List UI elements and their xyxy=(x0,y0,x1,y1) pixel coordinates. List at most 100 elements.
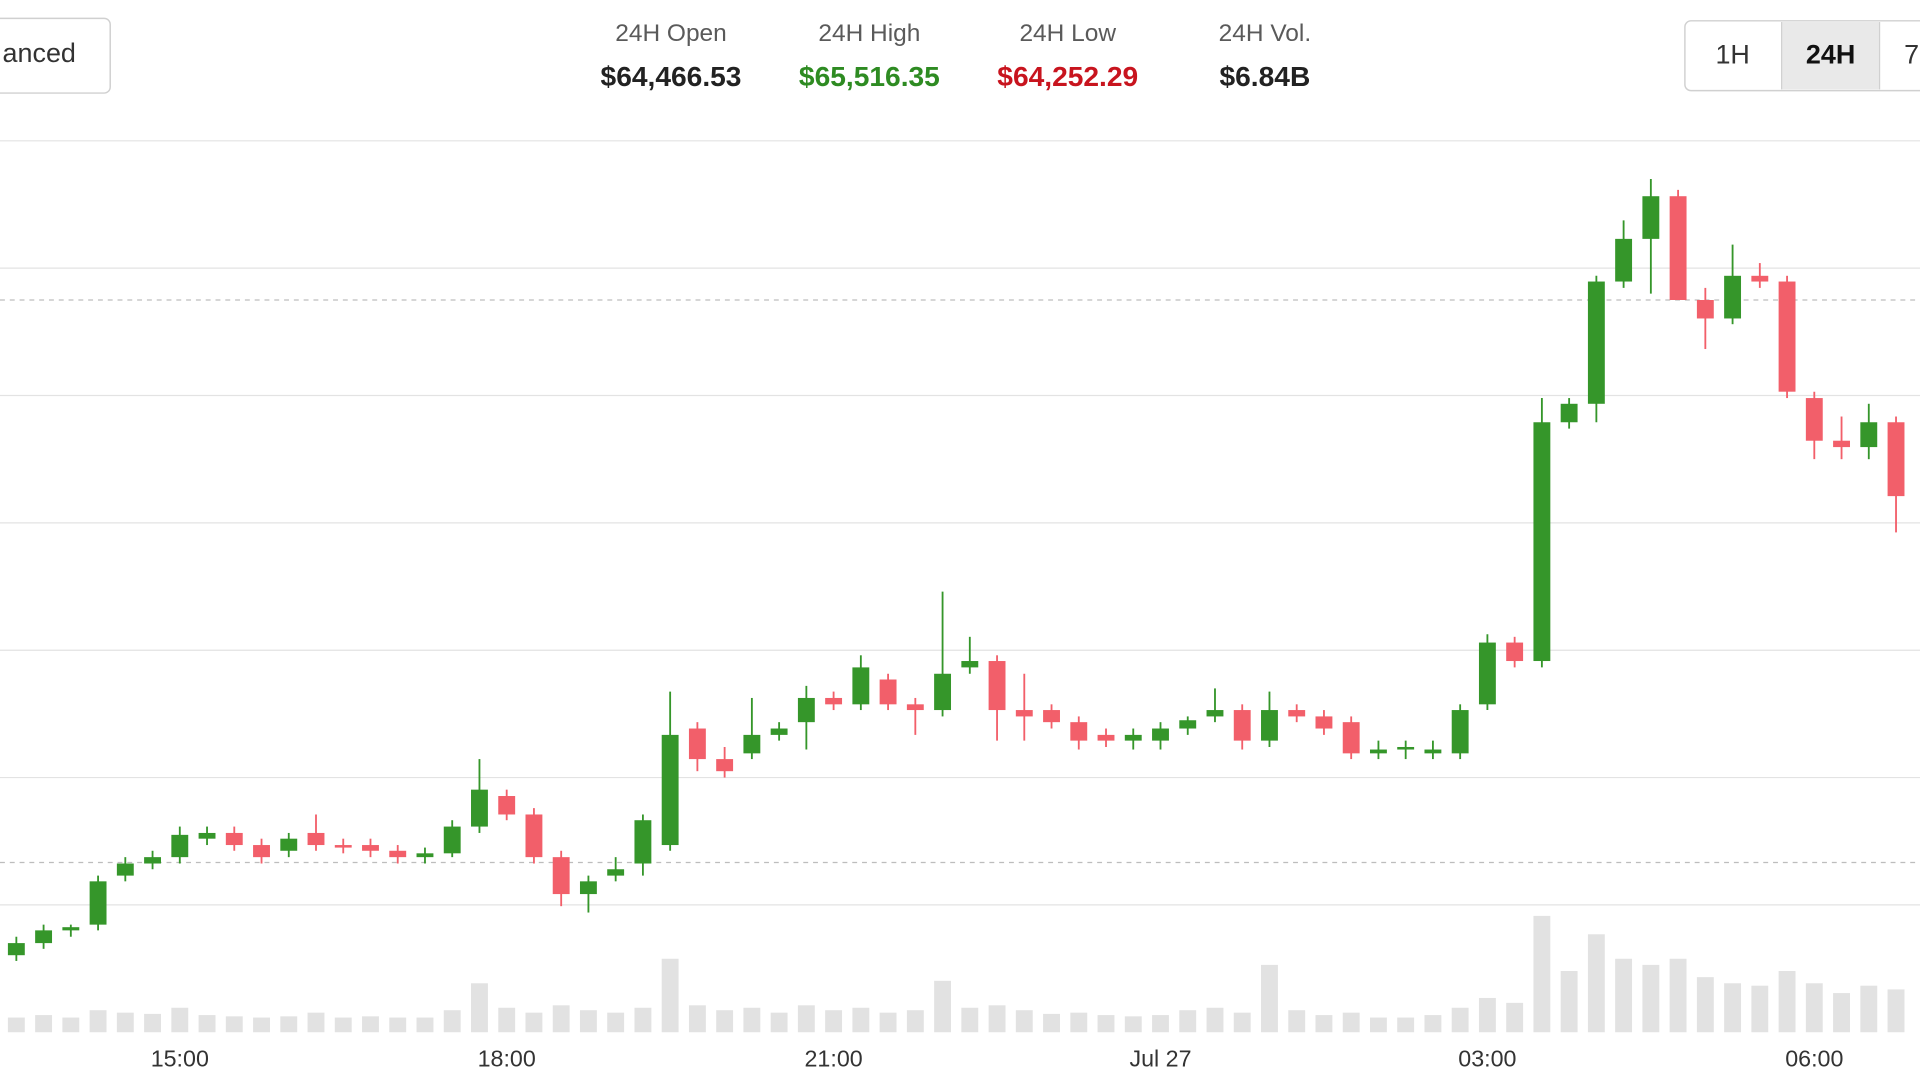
selected-range-bg xyxy=(1781,22,1880,90)
candle-body xyxy=(525,814,543,858)
volume-bar xyxy=(797,1005,815,1033)
volume-bar xyxy=(852,1007,870,1033)
candle-body xyxy=(1751,275,1769,282)
volume-bar xyxy=(1342,1012,1360,1033)
candle-body xyxy=(1778,281,1796,392)
candle-body xyxy=(1288,710,1306,717)
volume-bar xyxy=(1478,997,1496,1033)
stat-value: $65,516.35 xyxy=(799,61,940,92)
x-tick-label: 03:00 xyxy=(1458,1046,1516,1072)
volume-bar xyxy=(1724,983,1742,1033)
candle-body xyxy=(1206,710,1224,717)
stat-label: 24H Vol. xyxy=(1219,20,1311,47)
volume-bar xyxy=(498,1007,516,1033)
volume-bar xyxy=(1233,1012,1251,1033)
candle-body xyxy=(253,845,270,858)
button-frame xyxy=(0,17,111,94)
candle-body xyxy=(1015,710,1033,717)
volume-bar xyxy=(116,1012,134,1033)
volume-bar xyxy=(389,1017,407,1033)
volume-bar xyxy=(825,1010,843,1033)
candle-body xyxy=(171,834,189,858)
candle-body xyxy=(797,697,815,723)
candle-body xyxy=(198,832,216,839)
volume-bar xyxy=(906,1010,924,1033)
candle-body xyxy=(1043,710,1060,723)
volume-bar xyxy=(1669,958,1687,1033)
volume-bar xyxy=(334,1017,352,1033)
candle-body xyxy=(1560,403,1578,423)
volume-bar xyxy=(1887,989,1905,1033)
candle-body xyxy=(1860,422,1878,448)
candle-body xyxy=(1478,642,1496,705)
volume-bar xyxy=(1124,1016,1142,1033)
button-label: anced xyxy=(3,38,76,68)
candle-body xyxy=(825,697,843,705)
volume-bar xyxy=(1696,977,1714,1033)
volume-bar xyxy=(280,1016,298,1033)
volume-bar xyxy=(634,1007,652,1033)
volume-bar xyxy=(62,1017,80,1033)
candle-body xyxy=(498,796,516,815)
candle-body xyxy=(1342,722,1360,754)
volume-bar xyxy=(961,1007,979,1033)
candle-body xyxy=(770,728,788,735)
volume-bar xyxy=(1587,934,1605,1033)
x-tick-label: 06:00 xyxy=(1785,1046,1843,1072)
candle-body xyxy=(1179,720,1197,729)
mode-button[interactable]: anced xyxy=(0,17,111,94)
volume-bar xyxy=(416,1017,434,1033)
candle-body xyxy=(389,850,407,858)
volume-bar xyxy=(1070,1012,1088,1033)
volume-bar xyxy=(1833,993,1850,1033)
candle-body xyxy=(89,881,107,925)
volume-bar xyxy=(362,1016,379,1033)
volume-bar xyxy=(225,1016,243,1033)
volume-bar xyxy=(988,1005,1006,1033)
candle-body xyxy=(1669,196,1687,300)
volume-bar xyxy=(198,1015,216,1033)
volume-bar xyxy=(607,1012,625,1033)
volume-bar xyxy=(144,1013,161,1033)
volume-bar xyxy=(716,1010,734,1033)
x-tick-label: Jul 27 xyxy=(1129,1046,1191,1072)
volume-bar xyxy=(35,1015,53,1033)
volume-bar xyxy=(552,1005,570,1033)
range-button[interactable]: 1H xyxy=(1715,39,1749,69)
volume-bar xyxy=(1424,1015,1442,1033)
candle-body xyxy=(579,881,597,895)
volume-bar xyxy=(1860,985,1878,1033)
candle-body xyxy=(1315,716,1333,729)
volume-bar xyxy=(1015,1010,1033,1033)
candle-body xyxy=(1233,710,1251,741)
candle-body xyxy=(443,826,461,854)
stat-value: $6.84B xyxy=(1219,61,1310,92)
candle-body xyxy=(334,845,352,848)
x-tick-label: 18:00 xyxy=(478,1046,536,1072)
volume-bar xyxy=(1261,964,1278,1033)
volume-bar xyxy=(1805,983,1823,1033)
range-button[interactable]: 24H xyxy=(1806,39,1855,69)
stat-value: $64,252.29 xyxy=(997,61,1138,92)
volume-bar xyxy=(471,983,488,1033)
candle-body xyxy=(116,863,134,876)
candle-body xyxy=(280,838,298,851)
candle-body xyxy=(552,857,570,895)
volume-bar xyxy=(1751,985,1769,1033)
stat-value: $64,466.53 xyxy=(601,61,742,92)
candle-body xyxy=(144,857,161,864)
candle-body xyxy=(879,679,897,705)
candle-body xyxy=(688,728,706,760)
stats: 24H Open $64,466.53 24H High $65,516.35 24H … xyxy=(601,20,1312,92)
x-tick-label: 21:00 xyxy=(805,1046,863,1072)
volume-bar xyxy=(688,1005,706,1033)
candle-body xyxy=(471,789,488,827)
candle-body xyxy=(1642,196,1660,239)
range-button[interactable]: 7 xyxy=(1904,39,1919,69)
stat-label: 24H High xyxy=(818,20,920,47)
volume-bar xyxy=(1397,1017,1415,1033)
volume-bar xyxy=(1369,1017,1387,1033)
volume-bar xyxy=(1288,1010,1306,1033)
